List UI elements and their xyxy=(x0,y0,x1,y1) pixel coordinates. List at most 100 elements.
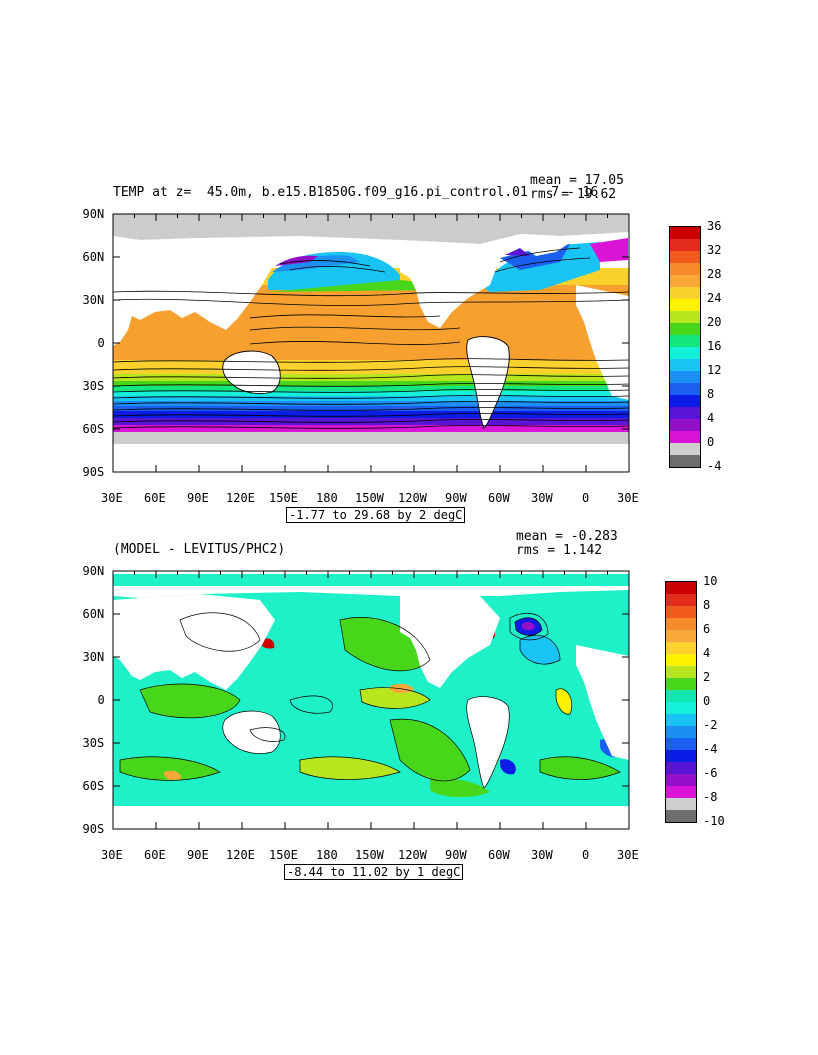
x-tick-label: 150E xyxy=(269,848,298,862)
y-tick-label: 90S xyxy=(82,822,105,836)
x-tick-label: 30E xyxy=(101,848,123,862)
x-tick-label: 60E xyxy=(144,491,166,505)
colorbar-segment xyxy=(666,750,696,763)
x-tick-label: 0 xyxy=(582,491,590,505)
colorbar-label: 16 xyxy=(707,339,722,353)
colorbar-segment xyxy=(670,395,700,408)
colorbar-segment xyxy=(670,407,700,420)
colorbar-label: -8 xyxy=(703,790,718,804)
y-tick-label: 0 xyxy=(97,693,105,707)
colorbar-label: -4 xyxy=(703,742,718,756)
y-tick-label: 0 xyxy=(97,336,105,350)
bottom-rms-stat: rms = 1.142 xyxy=(516,543,603,558)
colorbar-segment xyxy=(670,275,700,288)
colorbar-segment xyxy=(666,654,696,667)
colorbar-segment xyxy=(666,606,696,619)
colorbar-segment xyxy=(666,666,696,679)
colorbar-segment xyxy=(670,455,700,468)
colorbar-label: 28 xyxy=(707,267,722,281)
top-map xyxy=(113,214,629,472)
colorbar-segment xyxy=(666,702,696,715)
colorbar-label: 2 xyxy=(703,670,711,684)
colorbar-label: 36 xyxy=(707,219,722,233)
y-tick-label: 30S xyxy=(82,736,105,750)
x-tick-label: 150W xyxy=(355,848,384,862)
y-tick-label: 60N xyxy=(82,250,105,264)
y-tick-label: 30N xyxy=(82,293,105,307)
colorbar-segment xyxy=(670,311,700,324)
colorbar-segment xyxy=(670,251,700,264)
colorbar-label: 10 xyxy=(703,574,718,588)
colorbar-segment xyxy=(670,359,700,372)
x-tick-label: 90W xyxy=(445,491,467,505)
colorbar-label: -10 xyxy=(703,814,725,828)
colorbar-segment xyxy=(666,786,696,799)
bottom-mean-stat: mean = -0.283 xyxy=(516,529,618,544)
x-tick-label: 30E xyxy=(101,491,123,505)
top-range-label: -1.77 to 29.68 by 2 degC xyxy=(286,507,466,523)
colorbar-label: -6 xyxy=(703,766,718,780)
x-tick-label: 60E xyxy=(144,848,166,862)
colorbar-segment xyxy=(670,419,700,432)
colorbar-label: 20 xyxy=(707,315,722,329)
x-tick-label: 30W xyxy=(531,848,553,862)
colorbar-label: 8 xyxy=(703,598,711,612)
y-tick-label: 90N xyxy=(82,564,105,578)
colorbar-segment xyxy=(666,798,696,811)
colorbar-segment xyxy=(666,738,696,751)
colorbar-label: 24 xyxy=(707,291,722,305)
x-tick-label: 60W xyxy=(488,491,510,505)
x-tick-label: 90E xyxy=(187,848,209,862)
x-tick-label: 180 xyxy=(316,848,338,862)
colorbar-segment xyxy=(670,263,700,276)
colorbar-segment xyxy=(666,726,696,739)
top-mean-stat: mean = 17.05 xyxy=(530,173,624,188)
x-tick-label: 60W xyxy=(488,848,510,862)
y-tick-label: 60N xyxy=(82,607,105,621)
bottom-map xyxy=(113,571,629,829)
x-tick-label: 120E xyxy=(226,491,255,505)
colorbar-label: 4 xyxy=(707,411,715,425)
colorbar-label: 0 xyxy=(707,435,715,449)
colorbar-segment xyxy=(666,618,696,631)
colorbar-segment xyxy=(670,287,700,300)
colorbar-segment xyxy=(666,630,696,643)
colorbar-segment xyxy=(670,371,700,384)
x-tick-label: 90E xyxy=(187,491,209,505)
colorbar-box xyxy=(669,226,701,468)
x-tick-label: 30E xyxy=(617,491,639,505)
colorbar-label: -2 xyxy=(703,718,718,732)
colorbar-segment xyxy=(666,642,696,655)
x-tick-label: 0 xyxy=(582,848,590,862)
colorbar-segment xyxy=(670,347,700,360)
colorbar-segment xyxy=(666,690,696,703)
y-tick-label: 90N xyxy=(82,207,105,221)
y-tick-label: 30S xyxy=(82,379,105,393)
colorbar-segment xyxy=(670,335,700,348)
x-tick-label: 150E xyxy=(269,491,298,505)
colorbar-segment xyxy=(670,383,700,396)
bottom-range-label: -8.44 to 11.02 by 1 degC xyxy=(284,864,464,880)
colorbar-label: 4 xyxy=(703,646,711,660)
y-tick-label: 90S xyxy=(82,465,105,479)
colorbar-segment xyxy=(670,227,700,240)
colorbar-label: 32 xyxy=(707,243,722,257)
y-tick-label: 30N xyxy=(82,650,105,664)
colorbar-segment xyxy=(666,810,696,823)
colorbar-label: 12 xyxy=(707,363,722,377)
x-tick-label: 120W xyxy=(398,848,427,862)
colorbar-label: -4 xyxy=(707,459,722,473)
top-panel-title: TEMP at z= 45.0m, b.e15.B1850G.f09_g16.p… xyxy=(113,185,599,200)
colorbar-label: 6 xyxy=(703,622,711,636)
colorbar-segment xyxy=(670,323,700,336)
colorbar-segment xyxy=(666,594,696,607)
colorbar-box xyxy=(665,581,697,823)
colorbar-segment xyxy=(670,443,700,456)
colorbar-segment xyxy=(666,678,696,691)
y-tick-label: 60S xyxy=(82,779,105,793)
x-tick-label: 180 xyxy=(316,491,338,505)
colorbar-segment xyxy=(666,774,696,787)
x-tick-label: 90W xyxy=(445,848,467,862)
y-tick-label: 60S xyxy=(82,422,105,436)
